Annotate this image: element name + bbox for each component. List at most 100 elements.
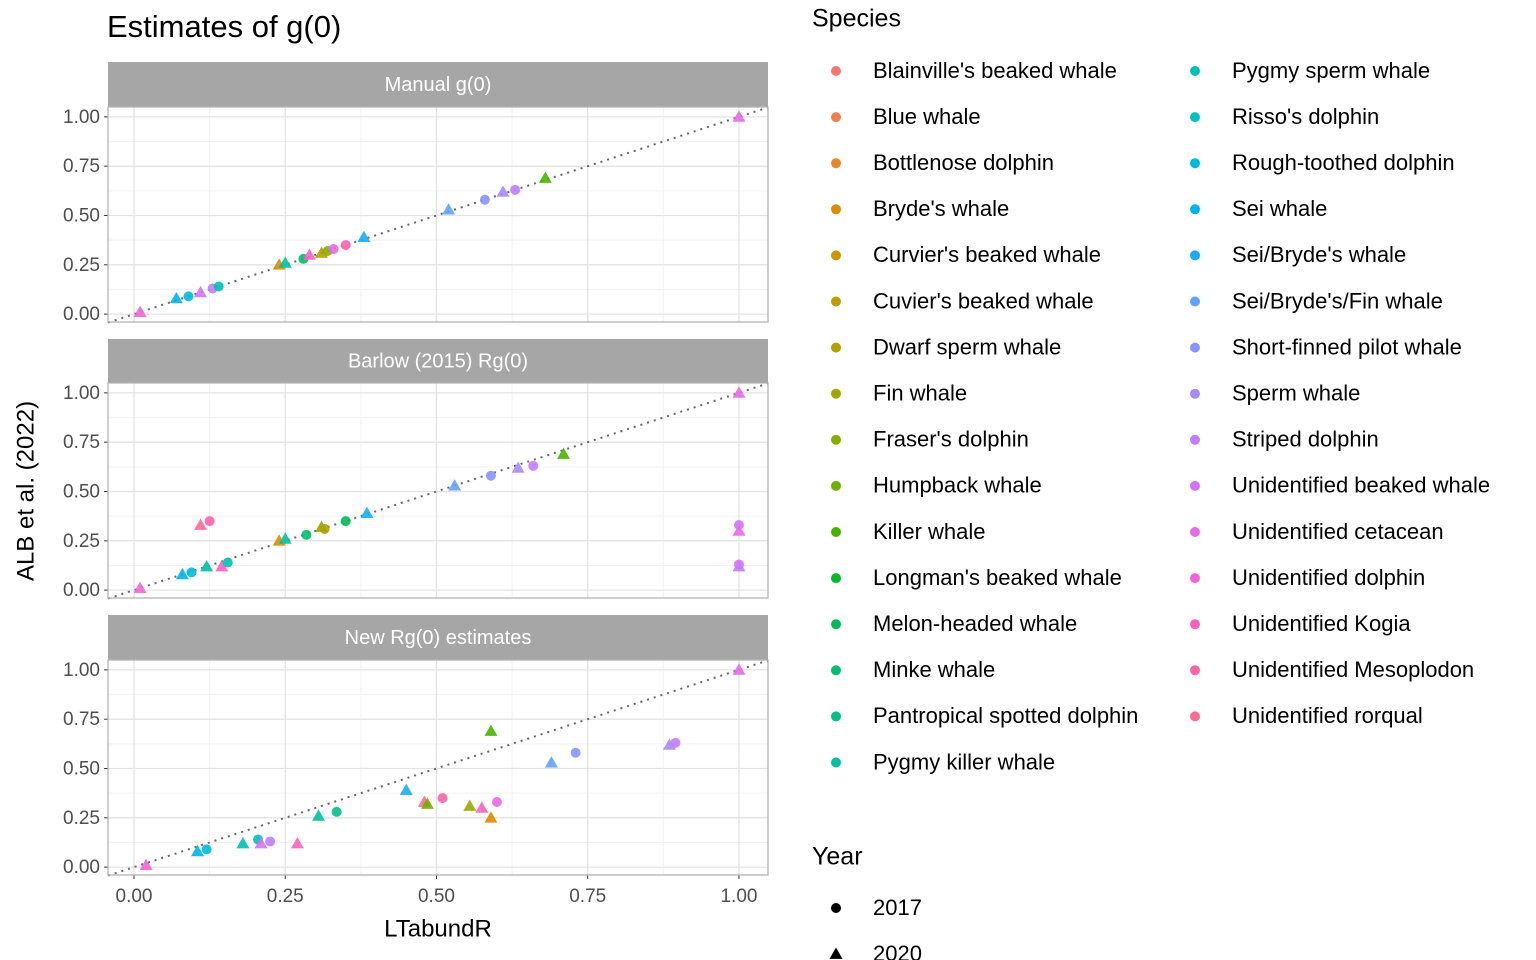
point [331, 806, 342, 817]
point [544, 756, 558, 768]
point [484, 811, 498, 823]
legend-marker [1190, 434, 1200, 445]
point [194, 285, 208, 298]
strip-label: New Rg(0) estimates [345, 627, 532, 649]
y-tick-label: 0.25 [63, 255, 100, 276]
strip [108, 615, 768, 660]
legend-marker [1190, 112, 1200, 123]
point [191, 844, 205, 857]
point [290, 836, 304, 849]
legend-marker [1190, 66, 1200, 76]
point [200, 559, 214, 572]
point [732, 386, 746, 398]
strip-label: Manual g(0) [385, 74, 492, 96]
point [312, 809, 326, 821]
legend-label: Rough-toothed dolphin [1232, 150, 1455, 175]
legend-label: Fin whale [873, 381, 967, 406]
legend-marker [831, 757, 841, 768]
legend-label: Melon-headed whale [873, 611, 1077, 636]
point [448, 479, 462, 491]
y-tick-label: 0.50 [63, 206, 100, 227]
point [442, 203, 456, 215]
legend-label: 2017 [873, 895, 922, 920]
legend-marker [831, 903, 841, 913]
point [570, 747, 581, 758]
y-tick-label: 0.00 [63, 304, 100, 325]
legend-marker [1190, 665, 1200, 676]
legend-label: Unidentified beaked whale [1232, 473, 1490, 498]
legend-label: Pantropical spotted dolphin [873, 703, 1138, 728]
legend-marker [1190, 342, 1200, 353]
point [484, 724, 498, 736]
panel-border [107, 382, 769, 599]
point [420, 797, 434, 809]
point [222, 557, 233, 568]
legend-title: Year [812, 843, 863, 871]
legend-label: Unidentified Kogia [1232, 611, 1411, 636]
point [670, 737, 681, 748]
y-tick-label: 0.25 [63, 531, 100, 552]
point [732, 110, 746, 122]
legend-title: Species [812, 5, 901, 33]
legend-label: Bottlenose dolphin [873, 150, 1054, 175]
y-axis-title: ALB et al. (2022) [12, 401, 39, 581]
point [302, 248, 316, 260]
legend-label: Striped dolphin [1232, 427, 1379, 452]
point [511, 461, 525, 473]
point [340, 240, 351, 251]
x-tick-label: 0.00 [116, 886, 153, 907]
point [479, 194, 490, 205]
legend-label: Short-finned pilot whale [1232, 334, 1462, 359]
panel [108, 383, 768, 598]
legend-marker [1190, 619, 1200, 630]
point [463, 799, 477, 811]
legend-marker [831, 158, 841, 169]
legend-label: Unidentified dolphin [1232, 565, 1425, 590]
point [183, 291, 194, 302]
point [496, 185, 510, 197]
point [732, 524, 746, 536]
point [360, 506, 374, 519]
legend-label: Risso's dolphin [1232, 104, 1379, 129]
point [204, 516, 215, 527]
legend-marker [831, 480, 841, 491]
strip [108, 339, 768, 383]
legend-label: Longman's beaked whale [873, 565, 1122, 590]
legend-label: Blue whale [873, 104, 981, 129]
strip-label: Barlow (2015) Rg(0) [348, 350, 528, 372]
point [278, 256, 292, 268]
legend-label: Curvier's beaked whale [873, 242, 1101, 267]
point [139, 858, 153, 871]
point [399, 783, 413, 796]
legend-label: Unidentified cetacean [1232, 519, 1444, 544]
legend-marker [831, 388, 841, 399]
legend-label: Pygmy killer whale [873, 749, 1055, 774]
point [236, 836, 250, 849]
point [732, 663, 746, 675]
legend-marker [831, 112, 841, 123]
legend-label: Minke whale [873, 657, 995, 682]
point [340, 516, 351, 527]
legend-label: Unidentified rorqual [1232, 703, 1423, 728]
y-tick-label: 0.25 [63, 808, 100, 829]
point [732, 559, 746, 572]
x-tick-label: 0.25 [267, 886, 304, 907]
y-tick-label: 0.75 [63, 156, 100, 177]
legend-label: Fraser's dolphin [873, 427, 1029, 452]
point [194, 518, 208, 530]
legend-marker [1190, 388, 1200, 399]
legend-marker [1190, 158, 1200, 169]
point [215, 559, 229, 572]
legend-label: Dwarf sperm whale [873, 334, 1061, 359]
legend-label: 2020 [873, 941, 922, 960]
point [485, 470, 496, 481]
panel [108, 660, 768, 875]
point [254, 836, 268, 849]
point [278, 532, 292, 544]
legend-marker [831, 296, 841, 307]
legend-marker [831, 250, 841, 261]
y-tick-label: 0.00 [63, 857, 100, 878]
legend-marker [831, 434, 841, 445]
point [538, 171, 552, 183]
